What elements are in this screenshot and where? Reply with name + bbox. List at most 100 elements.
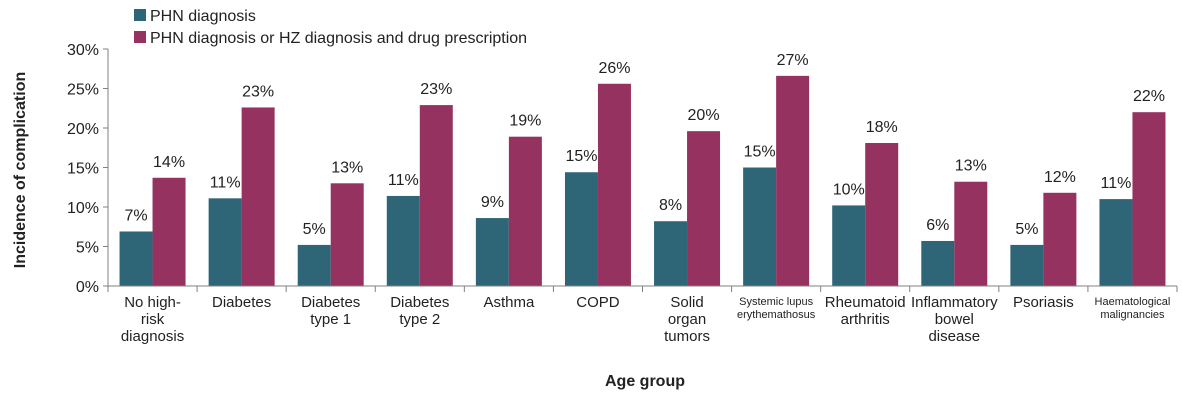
x-category-label: Rheumatoid arthritis [825, 294, 906, 328]
legend-label: PHN diagnosis [150, 8, 256, 25]
x-axis-title: Age group [605, 373, 685, 390]
x-category-label-line: Diabetes [212, 294, 271, 311]
data-label: 26% [598, 60, 630, 77]
x-category-label-line: arthritis [841, 311, 890, 328]
data-label: 7% [124, 207, 147, 224]
data-label: 11% [210, 174, 241, 191]
x-category-label: Diabetes type 1 [301, 294, 360, 328]
x-category-label: Systemic lupus erythemathosus [737, 296, 816, 321]
legend-label: PHN diagnosis or HZ diagnosis and drug p… [150, 30, 527, 47]
data-label: 14% [153, 154, 185, 171]
x-category-label: Diabetes type 2 [390, 294, 449, 328]
data-label: 5% [1015, 221, 1038, 238]
bar-phn [1099, 199, 1133, 286]
data-label: 5% [303, 221, 326, 238]
bar-phn [297, 244, 331, 286]
x-category-label-line: disease [928, 328, 980, 345]
data-label: 22% [1133, 88, 1165, 105]
bar-phn [475, 218, 509, 286]
data-label: 10% [833, 181, 865, 198]
legend-swatch [134, 31, 146, 43]
y-tick-label: 0% [76, 279, 99, 296]
bar-phn-or-hz [508, 136, 542, 286]
bar-phn [386, 195, 420, 286]
data-label: 8% [659, 197, 682, 214]
bars: 7% 11% 5% 11% 9% 15% 8% 15% 10% 6% 5% 11% 14% 23% 13% 2… [119, 52, 1166, 287]
x-category-label: Psoriasis [1013, 294, 1074, 311]
y-tick-label: 25% [67, 82, 99, 99]
data-label: 13% [331, 159, 363, 176]
x-category-label-line: type 2 [399, 311, 440, 328]
x-category-label-line: Solid [670, 294, 703, 311]
x-category-label: Inflammatory bowel disease [911, 294, 998, 345]
y-axis: 0% 5% 10% 15% 20% 25% 30% [67, 42, 109, 296]
data-label: 6% [926, 217, 949, 234]
legend-swatch [134, 9, 146, 21]
x-category-label-line: Psoriasis [1013, 294, 1074, 311]
x-category-label: COPD [576, 294, 620, 311]
bar-phn-or-hz [954, 181, 988, 286]
x-category-label-line: Rheumatoid [825, 294, 906, 311]
bar-phn-or-hz [865, 143, 899, 286]
data-label: 12% [1044, 169, 1076, 186]
data-label: 27% [777, 52, 809, 69]
y-axis-title: Incidence of complication [12, 72, 29, 268]
x-category-label-line: erythemathosus [737, 309, 816, 321]
x-category-label: Diabetes [212, 294, 271, 311]
bar-phn [743, 167, 777, 286]
data-label: 18% [866, 119, 898, 136]
x-category-label-line: COPD [576, 294, 620, 311]
bar-phn [921, 240, 955, 286]
bar-phn [119, 231, 153, 286]
bar-phn [208, 198, 242, 286]
y-tick-label: 5% [76, 240, 99, 257]
data-label: 11% [388, 172, 419, 189]
x-category-label-line: tumors [664, 328, 710, 345]
bar-phn-or-hz [1132, 112, 1166, 286]
data-label: 23% [420, 81, 452, 98]
bar-phn-or-hz [419, 105, 453, 286]
y-tick-label: 30% [67, 42, 99, 59]
data-label: 9% [481, 194, 504, 211]
x-category-label-line: risk [141, 311, 165, 328]
x-category-label-line: Inflammatory [911, 294, 998, 311]
x-category-label: Asthma [483, 294, 535, 311]
data-label: 15% [565, 148, 597, 165]
x-category-label-line: Diabetes [390, 294, 449, 311]
bar-phn-or-hz [152, 177, 186, 286]
bar-phn [832, 205, 866, 286]
data-label: 23% [242, 83, 274, 100]
data-label: 15% [744, 144, 776, 161]
data-label: 13% [955, 158, 987, 175]
bar-phn-or-hz [687, 131, 721, 286]
legend: PHN diagnosis PHN diagnosis or HZ diagnos… [134, 8, 527, 47]
bar-phn [654, 221, 688, 286]
x-category-label-line: No high- [124, 294, 181, 311]
bar-phn-or-hz [597, 83, 631, 286]
x-category-label: No high-risk diagnosis [121, 294, 184, 345]
x-category-label-line: diagnosis [121, 328, 184, 345]
data-label: 11% [1101, 175, 1132, 192]
x-category-label-line: organ [668, 311, 706, 328]
y-tick-label: 20% [67, 121, 99, 138]
bar-phn-or-hz [330, 183, 364, 286]
x-category-label-line: bowel [935, 311, 974, 328]
x-category-label-line: type 1 [310, 311, 351, 328]
data-label: 19% [509, 113, 541, 130]
x-category-label: Haematological malignancies [1095, 296, 1171, 321]
data-label: 20% [688, 107, 720, 124]
x-category-label-line: Systemic lupus [739, 296, 813, 308]
x-category-label-line: Asthma [483, 294, 535, 311]
x-category-label-line: malignancies [1100, 309, 1165, 321]
x-category-label-line: Haematological [1095, 296, 1171, 308]
y-tick-label: 15% [67, 161, 99, 178]
bar-phn-or-hz [776, 75, 810, 286]
x-category-label: Solid organ tumors [664, 294, 710, 345]
x-category-label-line: Diabetes [301, 294, 360, 311]
bar-phn-or-hz [1043, 192, 1077, 286]
bar-phn [564, 172, 598, 286]
bar-phn-or-hz [241, 107, 275, 287]
y-tick-label: 10% [67, 200, 99, 217]
